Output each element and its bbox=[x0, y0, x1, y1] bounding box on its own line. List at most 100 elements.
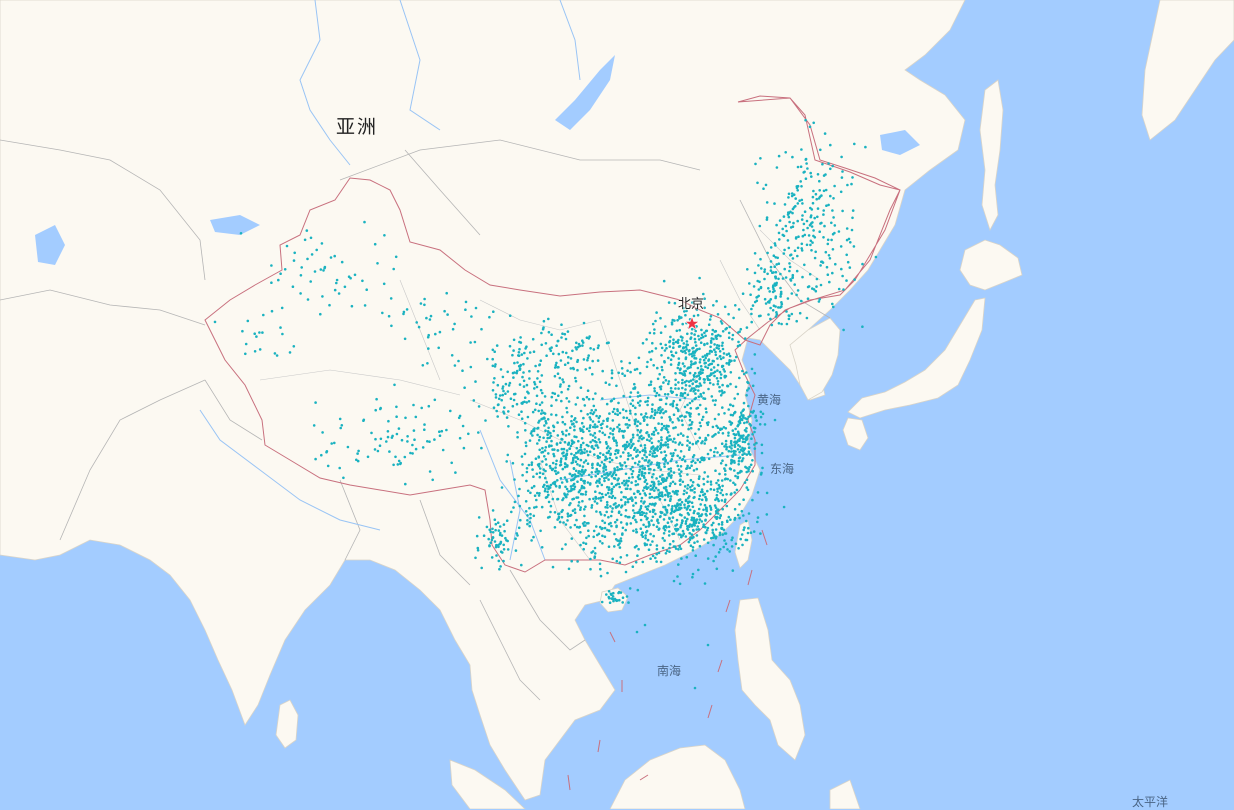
dot-marker bbox=[646, 360, 649, 364]
dot-marker bbox=[574, 460, 578, 464]
dot-marker bbox=[719, 427, 722, 431]
dot-marker bbox=[635, 520, 638, 524]
dot-marker bbox=[669, 358, 673, 362]
dot-marker bbox=[648, 459, 651, 462]
dot-marker bbox=[624, 501, 627, 504]
dot-marker bbox=[753, 252, 757, 255]
dot-marker bbox=[581, 339, 584, 343]
dot-marker bbox=[573, 435, 576, 438]
dot-marker bbox=[661, 473, 664, 477]
dot-marker bbox=[628, 395, 632, 399]
dot-marker bbox=[433, 398, 437, 402]
dot-marker bbox=[732, 316, 735, 320]
dot-marker bbox=[572, 441, 576, 444]
dot-marker bbox=[631, 399, 634, 402]
dot-marker bbox=[683, 365, 686, 368]
dot-marker bbox=[645, 543, 649, 546]
dot-marker bbox=[524, 429, 527, 432]
capital-label[interactable]: 北京 bbox=[678, 297, 705, 312]
dot-marker bbox=[685, 348, 688, 351]
dot-marker bbox=[676, 341, 680, 345]
dot-marker bbox=[694, 461, 697, 465]
dot-marker bbox=[603, 433, 607, 437]
dot-marker bbox=[604, 468, 608, 471]
dot-marker bbox=[552, 452, 555, 456]
dot-marker bbox=[606, 445, 610, 448]
dot-marker bbox=[671, 318, 674, 322]
dot-marker bbox=[724, 498, 727, 502]
dot-marker bbox=[606, 506, 609, 509]
dot-marker bbox=[602, 470, 605, 473]
dot-marker bbox=[672, 471, 676, 474]
dot-marker bbox=[745, 326, 749, 329]
dot-marker bbox=[628, 361, 632, 365]
dot-marker bbox=[581, 397, 585, 401]
dot-marker bbox=[577, 439, 580, 443]
dot-marker bbox=[795, 319, 798, 323]
dot-marker bbox=[809, 171, 812, 175]
dot-marker bbox=[750, 437, 753, 441]
dot-marker bbox=[567, 567, 571, 571]
dot-marker bbox=[638, 404, 641, 407]
dot-marker bbox=[518, 383, 522, 386]
dot-marker bbox=[730, 492, 733, 495]
dot-marker bbox=[702, 482, 706, 486]
dot-marker bbox=[773, 242, 777, 245]
dot-marker bbox=[740, 509, 744, 513]
dot-marker bbox=[573, 418, 576, 422]
dot-marker bbox=[697, 568, 700, 572]
dot-marker bbox=[813, 216, 816, 220]
dot-marker bbox=[502, 548, 506, 551]
star-icon[interactable] bbox=[684, 315, 700, 331]
dot-marker bbox=[585, 536, 588, 540]
dot-marker bbox=[618, 462, 622, 465]
dot-marker bbox=[640, 533, 643, 537]
dot-marker bbox=[724, 542, 728, 545]
dot-marker bbox=[653, 387, 656, 390]
dot-marker bbox=[697, 507, 701, 511]
dot-marker bbox=[772, 254, 776, 257]
dot-marker bbox=[519, 336, 522, 339]
dot-marker bbox=[542, 468, 545, 471]
dot-marker bbox=[607, 595, 611, 599]
dot-marker bbox=[499, 550, 503, 553]
dot-marker bbox=[491, 531, 495, 534]
dot-marker bbox=[741, 446, 744, 450]
dot-marker bbox=[590, 504, 594, 507]
dot-marker bbox=[387, 419, 390, 423]
dot-marker bbox=[589, 418, 592, 421]
dot-marker bbox=[628, 409, 632, 413]
dot-marker bbox=[660, 428, 663, 432]
dot-marker bbox=[694, 344, 698, 347]
dot-marker bbox=[365, 288, 369, 292]
dot-marker bbox=[798, 199, 801, 202]
dot-marker bbox=[640, 434, 643, 438]
dot-marker bbox=[703, 582, 707, 585]
dot-marker bbox=[724, 439, 728, 443]
dot-marker bbox=[717, 499, 720, 503]
dot-marker bbox=[686, 487, 689, 490]
dot-marker bbox=[724, 443, 728, 446]
dot-marker bbox=[538, 448, 541, 452]
dot-marker bbox=[587, 444, 590, 448]
dot-marker bbox=[681, 457, 685, 461]
dot-marker bbox=[438, 434, 442, 438]
dot-marker bbox=[547, 426, 550, 430]
dot-marker bbox=[591, 463, 594, 467]
dot-marker bbox=[673, 482, 677, 486]
dot-marker bbox=[706, 480, 709, 484]
dot-marker bbox=[669, 438, 673, 441]
dot-marker bbox=[631, 509, 635, 512]
dot-marker bbox=[736, 430, 740, 434]
dot-marker bbox=[672, 342, 675, 346]
dot-marker bbox=[506, 539, 510, 543]
dot-marker bbox=[582, 321, 586, 325]
dot-marker bbox=[461, 424, 465, 428]
dot-marker bbox=[612, 437, 615, 440]
dot-marker bbox=[592, 497, 595, 501]
dot-marker bbox=[600, 475, 604, 478]
dot-marker bbox=[387, 314, 391, 318]
dot-marker bbox=[787, 211, 791, 215]
dot-marker bbox=[830, 238, 833, 242]
